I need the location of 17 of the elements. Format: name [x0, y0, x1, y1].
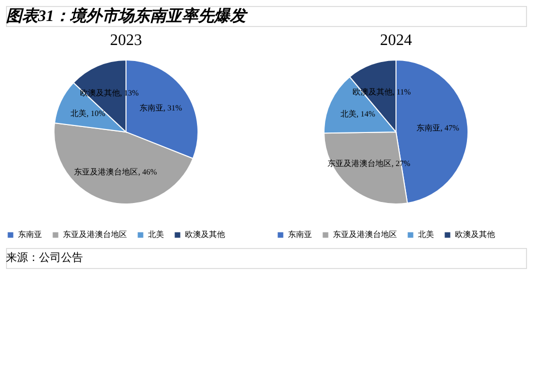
legend-label: 东亚及港澳台地区: [63, 230, 127, 239]
data-label: 北美, 10%: [70, 109, 106, 118]
data-label: 东南亚, 47%: [416, 124, 460, 133]
text: 图表31：境外市场东南亚率先爆发: [6, 6, 248, 25]
data-label: 东亚及港澳台地区, 46%: [74, 168, 158, 177]
legend-label: 东南亚: [18, 230, 42, 239]
data-label: 东南亚, 31%: [139, 103, 182, 112]
chart-title: 2024: [380, 32, 412, 49]
chart-title: 2023: [110, 32, 142, 49]
legend-label: 北美: [418, 230, 434, 239]
legend-label: 欧澳及其他: [185, 230, 225, 239]
data-label: 北美, 14%: [340, 110, 376, 119]
legend-label: 欧澳及其他: [455, 230, 495, 239]
legend-label: 东亚及港澳台地区: [333, 230, 397, 239]
legend-label: 北美: [148, 230, 164, 239]
legend-label: 东南亚: [288, 230, 312, 239]
source-note: 来源：公司公告: [6, 251, 83, 264]
